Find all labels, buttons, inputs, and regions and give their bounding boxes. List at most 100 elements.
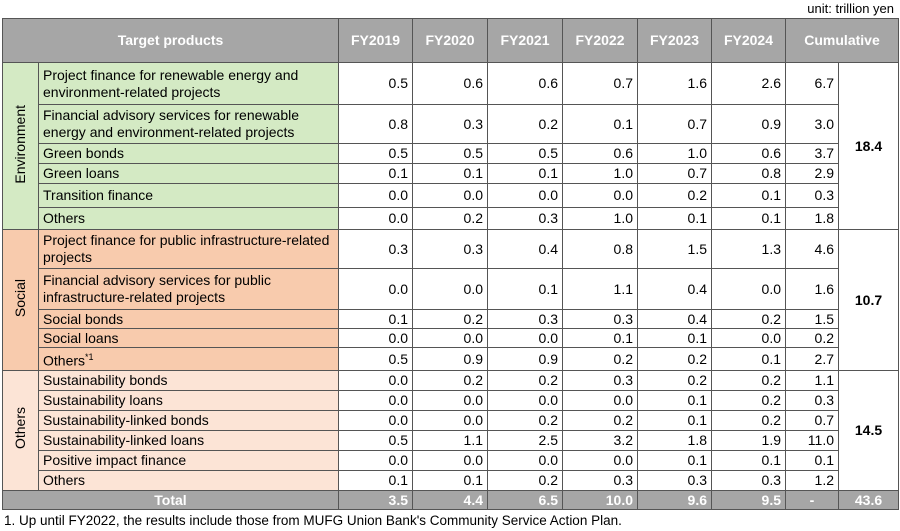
- value-cell: 0.2: [487, 470, 563, 491]
- total-value: 6.5: [487, 490, 563, 510]
- value-cell: 0.0: [412, 410, 488, 431]
- value-cell: 0.5: [338, 62, 413, 105]
- value-cell: 0.7: [637, 163, 712, 184]
- total-value: 10.0: [562, 490, 638, 510]
- product-cell: Financial advisory services for public i…: [38, 268, 339, 310]
- value-cell: 0.2: [562, 410, 638, 431]
- total-row: Total 3.5 4.4 6.5 10.0 9.6 9.5-43.6: [2, 490, 899, 510]
- value-cell: 0.1: [711, 347, 786, 371]
- value-cell: 0.2: [412, 207, 488, 230]
- product-cell: Others: [38, 207, 339, 230]
- value-cell: 6.7: [785, 62, 839, 105]
- value-cell: 0.0: [338, 410, 413, 431]
- value-cell: 0.1: [412, 470, 488, 491]
- value-cell: 0.2: [487, 410, 563, 431]
- product-name: Green bonds: [43, 145, 124, 161]
- value-cell: 0.0: [412, 328, 488, 348]
- product-name: Project finance for public infrastructur…: [43, 232, 330, 265]
- value-cell: 0.3: [487, 207, 563, 230]
- product-name: Sustainability-linked loans: [43, 432, 205, 448]
- product-cell: Others*1: [38, 347, 339, 371]
- value-cell: 0.1: [711, 450, 786, 471]
- value-cell: 0.0: [412, 450, 488, 471]
- header-cell: Target products: [2, 18, 339, 63]
- value-cell: 0.1: [412, 163, 488, 184]
- value-cell: 0.9: [412, 347, 488, 371]
- product-cell: Social loans: [38, 328, 339, 348]
- value-cell: 0.6: [562, 143, 638, 164]
- table-row: Financial advisory services for public i…: [3, 268, 899, 310]
- value-cell: 0.1: [562, 104, 638, 144]
- value-cell: 0.2: [637, 347, 712, 371]
- group-total: 18.4: [838, 62, 899, 230]
- value-cell: 0.1: [637, 207, 712, 230]
- group-cell: Social: [2, 229, 39, 371]
- table-row: Sustainability loans 0.0 0.0 0.0 0.0 0.1 0.2 0.…: [3, 390, 899, 411]
- value-cell: 2.7: [785, 347, 839, 371]
- value-cell: 0.2: [785, 328, 839, 348]
- value-cell: 1.5: [637, 229, 712, 269]
- value-cell: 1.3: [711, 229, 786, 269]
- value-cell: 11.0: [785, 430, 839, 451]
- value-cell: 0.1: [711, 183, 786, 208]
- value-cell: 0.6: [487, 62, 563, 105]
- group-cell: Environment: [2, 62, 39, 230]
- product-name: Green loans: [43, 165, 120, 181]
- value-cell: 0.0: [338, 268, 413, 310]
- value-cell: 0.9: [487, 347, 563, 371]
- value-cell: 0.7: [785, 410, 839, 431]
- value-cell: 0.3: [637, 470, 712, 491]
- value-cell: 4.6: [785, 229, 839, 269]
- value-cell: 3.2: [562, 430, 638, 451]
- value-cell: 0.8: [562, 229, 638, 269]
- table-row: Social loans 0.0 0.0 0.0 0.1 0.1 0.0 0.2: [3, 328, 899, 348]
- table-body: Target products FY2019 FY2020 FY2021 FY2022 F…: [2, 18, 899, 510]
- header-cell: Cumulative: [785, 18, 899, 63]
- table-row: Sustainability-linked loans 0.5 1.1 2.5 3.2 1…: [3, 430, 899, 451]
- total-value: 43.6: [838, 490, 899, 510]
- value-cell: 2.6: [711, 62, 786, 105]
- header-cell: FY2024: [711, 18, 786, 63]
- value-cell: 1.1: [412, 430, 488, 451]
- value-cell: 0.3: [562, 370, 638, 391]
- table-row: Positive impact finance 0.0 0.0 0.0 0.0 0.1 0.…: [3, 450, 899, 471]
- value-cell: 0.2: [711, 390, 786, 411]
- value-cell: 0.2: [637, 370, 712, 391]
- header-cell: FY2023: [637, 18, 712, 63]
- value-cell: 0.3: [785, 390, 839, 411]
- value-cell: 0.0: [338, 207, 413, 230]
- value-cell: 0.0: [338, 370, 413, 391]
- value-cell: 0.0: [562, 450, 638, 471]
- value-cell: 1.1: [562, 268, 638, 310]
- value-cell: 1.9: [711, 430, 786, 451]
- table-row: Green bonds 0.5 0.5 0.5 0.6 1.0 0.6 3.7: [3, 143, 899, 164]
- header-cell: FY2020: [412, 18, 488, 63]
- product-cell: Sustainability-linked bonds: [38, 410, 339, 431]
- value-cell: 0.3: [785, 183, 839, 208]
- value-cell: 0.0: [487, 183, 563, 208]
- value-cell: 0.8: [711, 163, 786, 184]
- value-cell: 0.6: [711, 143, 786, 164]
- total-label: Total: [2, 490, 339, 510]
- total-value: 3.5: [338, 490, 413, 510]
- product-name: Social loans: [43, 329, 119, 346]
- value-cell: 0.1: [338, 470, 413, 491]
- value-cell: 0.0: [711, 268, 786, 310]
- value-cell: 0.2: [562, 347, 638, 371]
- product-name: Project finance for renewable energy and…: [43, 66, 299, 100]
- value-cell: 0.1: [562, 328, 638, 348]
- value-cell: 1.0: [562, 163, 638, 184]
- value-cell: 0.1: [637, 410, 712, 431]
- group-total: 10.7: [838, 229, 899, 371]
- table-row: Others 0.0 0.2 0.3 1.0 0.1 0.1 1.8: [3, 207, 899, 230]
- value-cell: 0.0: [562, 390, 638, 411]
- header-cell: FY2019: [338, 18, 413, 63]
- value-cell: 0.0: [487, 390, 563, 411]
- value-cell: 1.2: [785, 470, 839, 491]
- value-cell: 0.2: [711, 309, 786, 329]
- table: Target products FY2019 FY2020 FY2021 FY2022 F…: [2, 18, 899, 510]
- product-name: Sustainability-linked bonds: [43, 412, 209, 428]
- value-cell: 0.5: [338, 430, 413, 451]
- table-row: Sustainability-linked bonds 0.0 0.0 0.2 0.2 0…: [3, 410, 899, 431]
- value-cell: 0.7: [637, 104, 712, 144]
